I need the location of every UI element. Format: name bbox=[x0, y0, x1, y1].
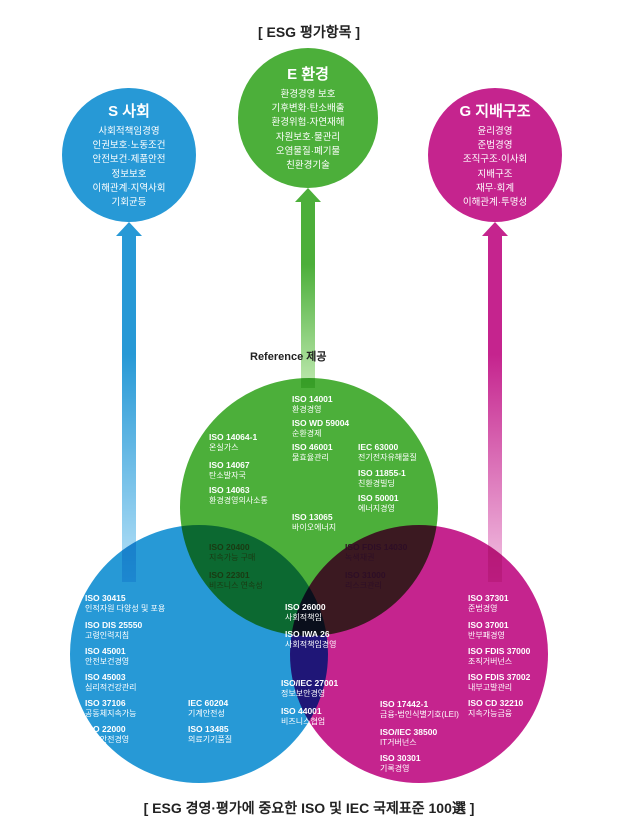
standard: ISO 26000사회적책임 bbox=[285, 602, 326, 623]
standard: ISO 44001비즈니스협업 bbox=[281, 706, 325, 727]
standard: ISO 14001환경경영 bbox=[292, 394, 333, 415]
standard: ISO 22301비즈니스 연속성 bbox=[209, 570, 263, 591]
standard: ISO 45003심리적건강관리 bbox=[85, 672, 137, 693]
standard: ISO 13485의료기기품질 bbox=[188, 724, 232, 745]
standard: ISO 50001에너지경영 bbox=[358, 493, 399, 514]
standard: ISO DIS 25550고령인력지침 bbox=[85, 620, 142, 641]
standard: ISO 20400지속가능 구매 bbox=[209, 542, 255, 563]
standard: ISO 14064-1온실가스 bbox=[209, 432, 257, 453]
standard: IEC 60204기계안전성 bbox=[188, 698, 228, 719]
standard: ISO 37106공동체지속가능 bbox=[85, 698, 137, 719]
standards-layer: ISO 14001환경경영 ISO WD 59004순환경제 ISO 46001물효… bbox=[0, 0, 618, 836]
standard: ISO IWA 26사회적책임경영 bbox=[285, 629, 337, 650]
standard: ISO 37301준법경영 bbox=[468, 593, 509, 614]
standard: ISO 37001반부패경영 bbox=[468, 620, 509, 641]
standard: ISO 13065바이오에너지 bbox=[292, 512, 336, 533]
standard: ISO 30301기록경영 bbox=[380, 753, 421, 774]
standard: ISO 17442-1금융-법인식별기호(LEI) bbox=[380, 699, 459, 720]
standard: ISO/IEC 27001정보보안경영 bbox=[281, 678, 338, 699]
standard: ISO CD 32210지속가능금융 bbox=[468, 698, 523, 719]
standard: ISO 30415인적자원 다양성 및 포용 bbox=[85, 593, 165, 614]
standard: ISO 14067탄소발자국 bbox=[209, 460, 250, 481]
standard: ISO 45001안전보건경영 bbox=[85, 646, 129, 667]
standard: ISO 46001물효율관리 bbox=[292, 442, 333, 463]
standard: ISO FDIS 37000조직거버넌스 bbox=[468, 646, 530, 667]
standard: ISO/IEC 38500IT거버넌스 bbox=[380, 727, 437, 748]
standard: ISO FDIS 37002내부고발관리 bbox=[468, 672, 530, 693]
standard: ISO 22000식품안전경영 bbox=[85, 724, 129, 745]
standard: ISO 31000리스크관리 bbox=[345, 570, 386, 591]
standard: IEC 63000전기전자유해물질 bbox=[358, 442, 417, 463]
standard: ISO 11855-1친환경빌딩 bbox=[358, 468, 406, 489]
standard: ISO FDIS 14030녹색채권 bbox=[345, 542, 407, 563]
standard: ISO 14063환경경영의사소통 bbox=[209, 485, 268, 506]
standard: ISO WD 59004순환경제 bbox=[292, 418, 349, 439]
